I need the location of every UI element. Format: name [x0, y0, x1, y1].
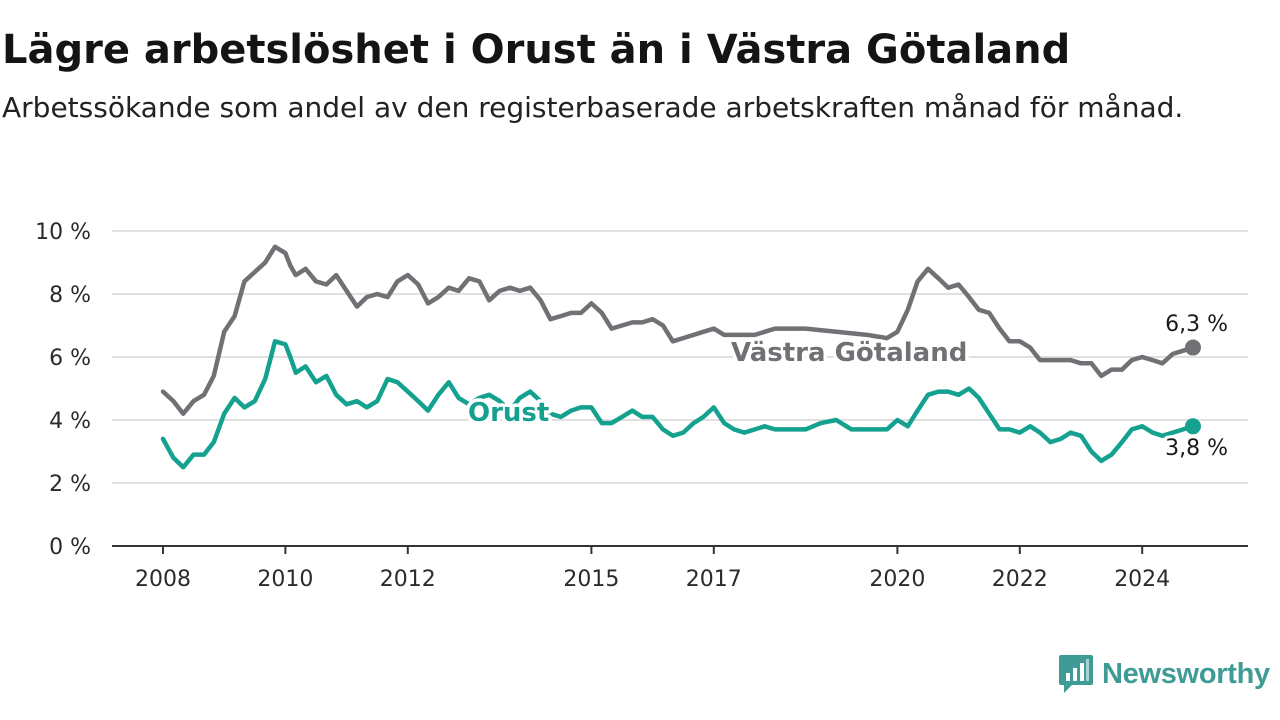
y-tick-label: 8 % — [49, 283, 91, 308]
brand-logo: Newsworthy — [1058, 654, 1270, 694]
x-tick-label: 2017 — [686, 567, 742, 592]
series-line-v-stra-g-taland — [163, 247, 1193, 414]
line-chart: 0 % 2 % 4 % 6 % 8 % 10 % 2008 2010 2012 2015 2017… — [0, 0, 1280, 720]
y-tick-label: 6 % — [49, 346, 91, 371]
x-tick-label: 2012 — [380, 567, 436, 592]
x-tick-label: 2015 — [563, 567, 619, 592]
x-tick-label: 2020 — [869, 567, 925, 592]
series-label-orust: Orust — [468, 398, 549, 428]
y-tick-label: 2 % — [49, 472, 91, 497]
y-tick-label: 10 % — [35, 220, 91, 245]
x-tick-label: 2022 — [992, 567, 1048, 592]
newsworthy-logo-icon — [1058, 654, 1094, 694]
x-tick-label: 2024 — [1114, 567, 1170, 592]
brand-name: Newsworthy — [1102, 658, 1270, 691]
y-tick-label: 0 % — [49, 535, 91, 560]
y-tick-label: 4 % — [49, 409, 91, 434]
series-end-point-orust — [1185, 418, 1201, 434]
x-tick-label: 2008 — [135, 567, 191, 592]
end-value-label-vastra-gotaland: 6,3 % — [1165, 312, 1228, 337]
x-axis: 2008 2010 2012 2015 2017 2020 2022 2024 — [112, 546, 1248, 592]
y-axis: 0 % 2 % 4 % 6 % 8 % 10 % — [35, 220, 91, 560]
end-value-label-orust: 3,8 % — [1165, 436, 1228, 461]
series-label-vastra-gotaland: Västra Götaland — [731, 338, 967, 368]
chart-grid — [112, 231, 1248, 483]
series-end-point-v-stra-g-taland — [1185, 340, 1201, 356]
x-tick-label: 2010 — [257, 567, 313, 592]
